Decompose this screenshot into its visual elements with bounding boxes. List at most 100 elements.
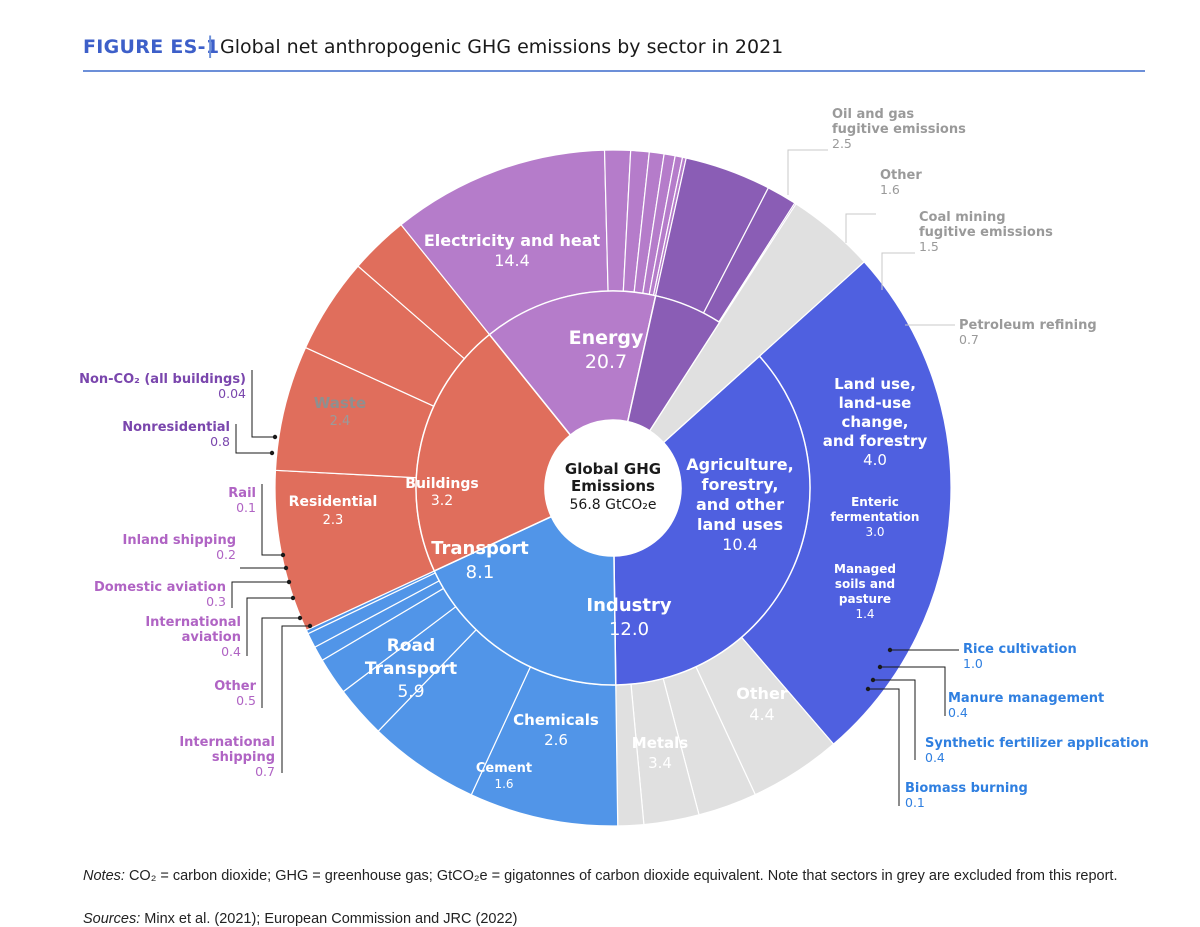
leader-line-energy-other — [845, 213, 876, 243]
callout-domav-value: 0.3 — [206, 594, 226, 609]
callout-oilgas-value: 2.5 — [832, 136, 852, 151]
leader-dot-biomass — [865, 686, 871, 692]
outer-label-chemicals: Chemicals 2.6 — [513, 711, 599, 749]
outer-label-metals: Metals 3.4 — [632, 734, 689, 772]
callout-oilgas-label: fugitive emissions — [832, 122, 966, 137]
outer-label-enteric-label: fermentation — [831, 510, 920, 524]
outer-label-soils-label: pasture — [839, 592, 891, 606]
notes: Notes: CO₂ = carbon dioxide; GHG = green… — [83, 867, 1143, 886]
center-value: 56.8 GtCO₂e — [570, 497, 657, 513]
leader-dot-inland — [283, 565, 289, 571]
callout-biomass-label: Biomass burning — [905, 781, 1028, 796]
callout-rice-label: Rice cultivation — [963, 642, 1077, 657]
inner-label-agriculture-value: 10.4 — [722, 535, 758, 554]
outer-label-cement-value: 1.6 — [494, 777, 513, 791]
leader-line-rail — [261, 484, 283, 556]
outer-label-ind-other-label: Other — [736, 684, 787, 703]
outer-label-residential: Residential 2.3 — [289, 494, 378, 528]
outer-label-chemicals-label: Chemicals — [513, 711, 599, 729]
callout-energy-other-label: Other — [880, 168, 922, 183]
figure-separator: | — [207, 32, 214, 59]
sources-prefix: Sources: — [83, 911, 141, 927]
callout-biomass-value: 0.1 — [905, 795, 925, 810]
callout-inland-value: 0.2 — [216, 547, 236, 562]
leader-dot-rice — [887, 647, 893, 653]
callout-intav-label: aviation — [182, 630, 241, 645]
inner-segment-energy — [613, 355, 811, 686]
outer-label-enteric-value: 3.0 — [865, 525, 884, 539]
notes-prefix: Notes: — [83, 868, 125, 884]
leader-dot-intav — [290, 595, 296, 601]
outer-label-soils-label: Managed — [834, 562, 896, 576]
segment-waste — [648, 203, 866, 444]
leader-dot-rail — [280, 552, 286, 558]
leader-line-tr-other — [261, 617, 300, 708]
inner-label-energy-label: Energy — [569, 327, 644, 349]
inner-label-agriculture-label: and other — [696, 495, 784, 514]
callout-coal-label: Coal mining — [919, 210, 1006, 225]
leader-line-intav — [246, 597, 293, 656]
inner-label-transport: Transport 8.1 — [431, 538, 529, 583]
leader-line-nonco2 — [251, 370, 275, 438]
outer-label-cement-label: Cement — [476, 761, 532, 776]
inner-label-agriculture-label: Agriculture, — [686, 455, 793, 474]
leader-dot-fertilizer — [870, 677, 876, 683]
inner-segment-agriculture-forestry-and-other-land-uses — [433, 515, 617, 686]
callout-fertilizer-value: 0.4 — [925, 750, 945, 765]
callout-intship-label: shipping — [212, 750, 275, 765]
callout-domav-label: Domestic aviation — [94, 580, 226, 595]
leader-dot-domav — [286, 579, 292, 585]
inner-label-transport-value: 8.1 — [466, 562, 495, 583]
leader-line-domav — [231, 581, 289, 608]
inner-label-waste-value: 2.4 — [330, 414, 351, 429]
outer-label-metals-label: Metals — [632, 734, 689, 752]
leader-dot-nonres — [269, 450, 275, 456]
outer-label-luluc-label: change, — [842, 413, 909, 431]
outer-label-road-value: 5.9 — [397, 682, 424, 702]
outer-label-road-label: Transport — [365, 659, 457, 679]
inner-label-agriculture-label: forestry, — [701, 475, 778, 494]
callout-intship-value: 0.7 — [255, 764, 275, 779]
inner-label-buildings-value: 3.2 — [431, 493, 453, 509]
outer-label-road-label: Road — [387, 636, 435, 656]
center-line2: Emissions — [571, 477, 655, 495]
callout-oilgas-label: Oil and gas — [832, 107, 914, 122]
inner-label-transport-label: Transport — [431, 538, 529, 559]
callout-nonres-label: Nonresidential — [122, 420, 230, 435]
outer-label-enteric-label: Enteric — [851, 495, 899, 509]
outer-label-road: Road Transport 5.9 — [365, 636, 457, 702]
leader-line-fertilizer — [873, 679, 916, 760]
outer-label-electricity-label: Electricity and heat — [424, 231, 601, 250]
callout-manure-value: 0.4 — [948, 705, 968, 720]
callout-rice-value: 1.0 — [963, 656, 983, 671]
leader-dot-tr-other — [297, 615, 303, 621]
inner-label-waste-label: Waste — [314, 394, 366, 412]
leader-line-coal — [881, 252, 915, 290]
outer-label-soils-value: 1.4 — [855, 607, 874, 621]
leader-dot-manure — [877, 664, 883, 670]
sources-text: Minx et al. (2021); European Commission … — [144, 911, 518, 927]
outer-label-chemicals-value: 2.6 — [544, 731, 568, 749]
leader-line-nonres — [235, 424, 272, 454]
callout-rail-value: 0.1 — [236, 500, 256, 515]
